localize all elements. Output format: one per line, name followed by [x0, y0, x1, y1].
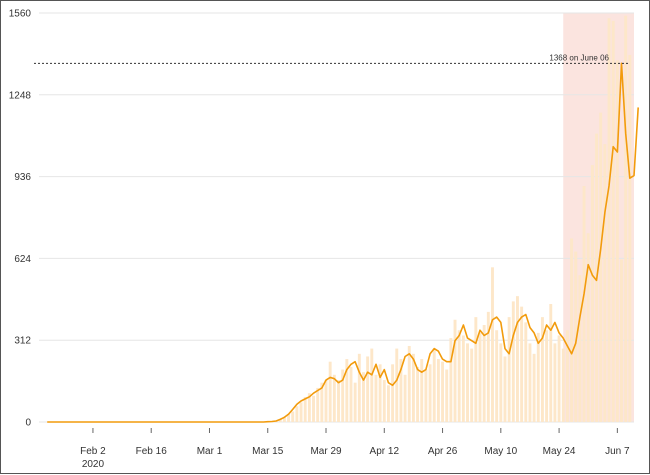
daily-bar [445, 370, 448, 422]
daily-bar [620, 259, 623, 422]
daily-bar [300, 402, 303, 422]
daily-bar [504, 356, 507, 422]
y-tick-label: 624 [14, 254, 31, 265]
daily-bar [387, 385, 390, 422]
x-tick-label: Apr 12 [370, 446, 400, 457]
daily-bar [395, 349, 398, 422]
x-tick-label: Jun 7 [605, 446, 630, 457]
daily-bar [562, 349, 565, 422]
daily-bar [628, 55, 631, 422]
daily-bar [591, 165, 594, 422]
daily-bar [524, 322, 527, 422]
daily-bar [429, 364, 432, 422]
daily-bar [312, 396, 315, 422]
daily-bar [570, 238, 573, 422]
daily-bar [420, 359, 423, 422]
daily-bar [449, 338, 452, 422]
daily-bar [466, 343, 469, 422]
daily-bar [366, 356, 369, 422]
daily-bar [516, 296, 519, 422]
daily-bar [350, 367, 353, 422]
daily-bar [491, 267, 494, 422]
y-tick-label: 0 [25, 418, 31, 429]
daily-bar [458, 330, 461, 422]
daily-bar [391, 364, 394, 422]
daily-bar [520, 307, 523, 422]
daily-bar [479, 333, 482, 422]
x-tick-label: Feb 16 [136, 446, 168, 457]
x-tick-label: Mar 29 [310, 446, 342, 457]
daily-bar [624, 16, 627, 422]
daily-bar [603, 144, 606, 422]
daily-bar [316, 388, 319, 422]
daily-bar [408, 346, 411, 422]
daily-bar [508, 317, 511, 422]
daily-bar [404, 375, 407, 422]
daily-bar [537, 333, 540, 422]
daily-bar [412, 354, 415, 422]
daily-bar [499, 343, 502, 422]
daily-bar [462, 335, 465, 422]
daily-bar [483, 325, 486, 422]
daily-bar [424, 370, 427, 422]
highlight-period-band [563, 13, 634, 422]
x-tick-label: May 24 [543, 446, 576, 457]
daily-bar [337, 380, 340, 422]
daily-bar [304, 397, 307, 422]
daily-bar [608, 18, 611, 422]
daily-bar [358, 354, 361, 422]
daily-bar [454, 320, 457, 422]
y-tick-label: 1248 [9, 90, 32, 101]
x-tick-label: Mar 1 [197, 446, 223, 457]
daily-bar [295, 406, 298, 422]
x-tick-label: Mar 15 [252, 446, 284, 457]
daily-bar [474, 317, 477, 422]
daily-bar [433, 349, 436, 422]
daily-bar [512, 301, 515, 422]
daily-bar [612, 21, 615, 422]
daily-bar [354, 383, 357, 422]
daily-bar [383, 380, 386, 422]
daily-bar [558, 335, 561, 422]
daily-bar [370, 349, 373, 422]
daily-bar [587, 233, 590, 422]
daily-bar [329, 362, 332, 422]
daily-bar [441, 362, 444, 422]
peak-annotation-label: 1368 on June 06 [549, 53, 609, 62]
daily-bar [545, 330, 548, 422]
x-tick-label: Apr 26 [428, 446, 458, 457]
daily-bar [375, 375, 378, 422]
y-tick-label: 1560 [9, 9, 32, 20]
daily-bar [416, 367, 419, 422]
daily-bar [533, 354, 536, 422]
daily-bar [333, 375, 336, 422]
daily-bar [470, 349, 473, 422]
daily-bar [549, 304, 552, 422]
y-tick-label: 936 [14, 172, 31, 183]
daily-bar [495, 330, 498, 422]
x-tick-label: May 10 [484, 446, 517, 457]
x-tick-label: Feb 2 [80, 446, 106, 457]
daily-bar [528, 343, 531, 422]
daily-bar [599, 113, 602, 422]
daily-bar [437, 359, 440, 422]
x-tick-sublabel: 2020 [82, 459, 105, 470]
daily-bar [291, 412, 294, 422]
y-tick-label: 312 [14, 336, 31, 347]
daily-bar [553, 343, 556, 422]
daily-bar [578, 275, 581, 422]
daily-bar [325, 380, 328, 422]
